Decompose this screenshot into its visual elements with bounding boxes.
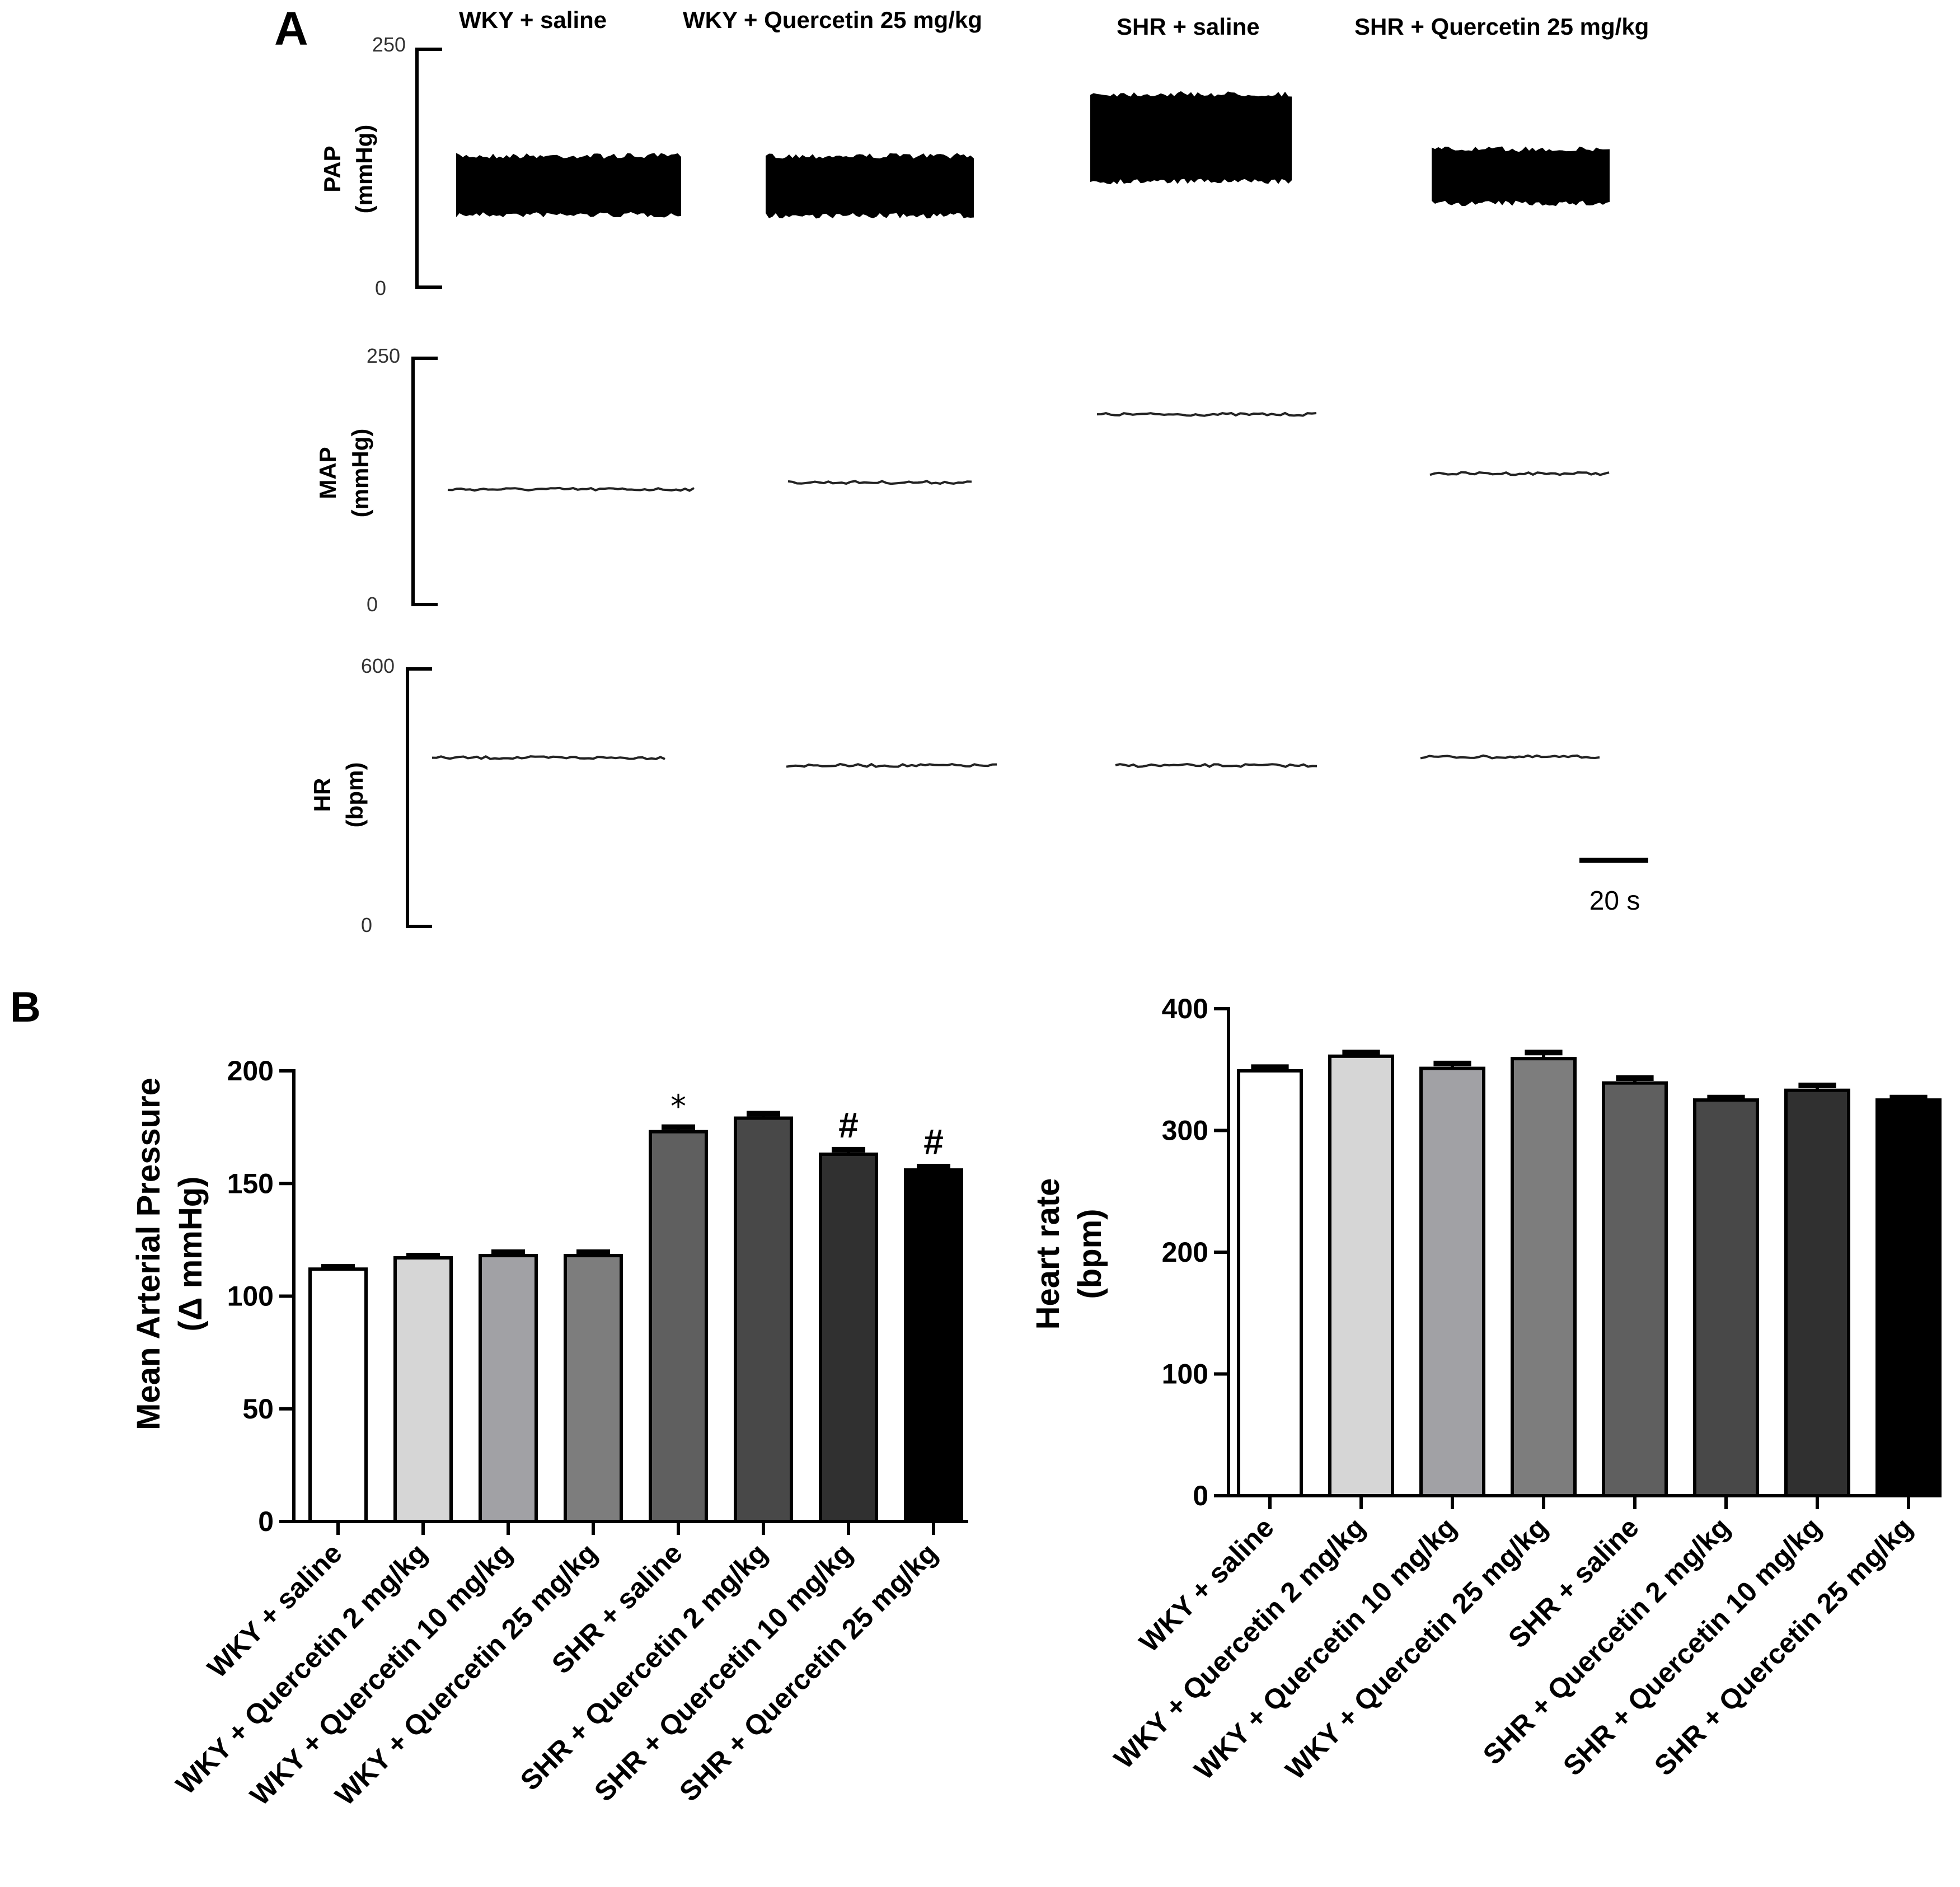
group-label-shr-saline: SHR + saline: [1117, 13, 1260, 40]
pap-trace-shr-quercetin-25-mg-kg: [1432, 146, 1610, 207]
y-tick-label: 200: [1162, 1237, 1208, 1268]
significance-marker: #: [923, 1122, 944, 1162]
hr-ymax-label: 600: [361, 654, 395, 677]
pap-ymin-label: 0: [375, 277, 386, 299]
hr-trace-shr-quercetin-25-mg-kg: [1420, 754, 1600, 760]
map-bar-chart: Mean Arterial Pressure (Δ mmHg) 0 50 100 15…: [130, 1055, 968, 1811]
y-tick-label: 50: [242, 1393, 274, 1425]
pap-axis-unit: (mmHg): [351, 125, 377, 214]
y-tick-label: 200: [227, 1055, 274, 1087]
map-trace-shr-quercetin-25-mg-kg: [1429, 471, 1610, 476]
map-axis-name: MAP: [315, 447, 341, 499]
bar-shr-quercetin-10-mg-kg: [819, 1152, 878, 1524]
panel-a-traces: A WKY + saline WKY + Quercetin 25 mg/kg …: [274, 2, 1649, 937]
bar-shr-saline: [1602, 1081, 1668, 1498]
panel-a-label: A: [274, 2, 308, 55]
y-tick-label: 300: [1162, 1115, 1208, 1146]
hr-ymin-label: 0: [361, 914, 372, 937]
bar-wky-quercetin-10-mg-kg: [479, 1254, 538, 1524]
pap-trace-shr-saline: [1090, 91, 1292, 185]
panel-b-label: B: [10, 984, 41, 1031]
pap-trace-wky-quercetin-25-mg-kg: [766, 153, 974, 219]
hr-axis: 600 0 HR (bpm): [309, 654, 432, 937]
bar-wky-quercetin-25-mg-kg: [564, 1254, 623, 1524]
bar-wky-quercetin-25-mg-kg: [1511, 1057, 1577, 1498]
hr-chart-ylabel: Heart rate: [1030, 1178, 1066, 1330]
group-label-wky-saline: WKY + saline: [459, 7, 607, 33]
bar-shr-quercetin-2-mg-kg: [734, 1116, 793, 1523]
hr-axis-unit: (bpm): [341, 762, 368, 828]
bar-wky-saline: [308, 1267, 368, 1523]
hr-traces: [432, 754, 1600, 769]
pap-traces: [456, 91, 1610, 219]
significance-marker: #: [838, 1105, 859, 1145]
group-label-wky-quercetin-25: WKY + Quercetin 25 mg/kg: [683, 7, 982, 33]
y-tick-label: 0: [1193, 1480, 1208, 1511]
map-axis: 250 0 MAP (mmHg): [315, 344, 438, 616]
map-trace-wky-saline: [447, 486, 695, 492]
bar-shr-quercetin-10-mg-kg: [1784, 1088, 1850, 1497]
bar-shr-saline: [649, 1130, 708, 1524]
hr-axis-name: HR: [309, 778, 335, 812]
map-chart-ylabel-unit: (Δ mmHg): [172, 1177, 209, 1332]
bar-shr-quercetin-2-mg-kg: [1693, 1098, 1759, 1497]
pap-axis-name: PAP: [319, 146, 345, 192]
bar-shr-quercetin-25-mg-kg: [1875, 1098, 1942, 1497]
bar-wky-quercetin-2-mg-kg: [1328, 1054, 1394, 1497]
group-label-shr-quercetin-25: SHR + Quercetin 25 mg/kg: [1354, 13, 1649, 40]
y-tick-label: 400: [1162, 993, 1208, 1024]
pap-trace-wky-saline: [456, 153, 681, 218]
map-traces: [447, 411, 1610, 492]
pap-axis: 250 0 PAP (mmHg): [319, 33, 442, 299]
hr-trace-shr-saline: [1115, 762, 1317, 769]
pap-ymax-label: 250: [372, 33, 406, 56]
map-chart-ylabel: Mean Arterial Pressure: [130, 1078, 167, 1430]
bar-wky-quercetin-2-mg-kg: [393, 1256, 453, 1523]
hr-trace-wky-quercetin-25-mg-kg: [786, 762, 997, 768]
y-tick-label: 100: [1162, 1359, 1208, 1390]
hr-chart-ylabel-unit: (bpm): [1072, 1209, 1108, 1299]
time-scale-label: 20 s: [1589, 886, 1640, 916]
bar-wky-quercetin-10-mg-kg: [1419, 1066, 1485, 1497]
y-tick-label: 0: [258, 1506, 274, 1537]
bar-wky-saline: [1237, 1069, 1303, 1498]
y-tick-label: 100: [227, 1281, 274, 1312]
map-ymax-label: 250: [367, 344, 400, 367]
map-ymin-label: 0: [367, 593, 378, 616]
y-tick-label: 150: [227, 1168, 274, 1199]
map-axis-unit: (mmHg): [347, 429, 373, 518]
map-trace-shr-saline: [1096, 411, 1317, 417]
bar-shr-quercetin-25-mg-kg: [904, 1168, 963, 1524]
hr-trace-wky-saline: [432, 755, 665, 761]
significance-marker: *: [670, 1089, 686, 1125]
map-trace-wky-quercetin-25-mg-kg: [787, 480, 972, 485]
